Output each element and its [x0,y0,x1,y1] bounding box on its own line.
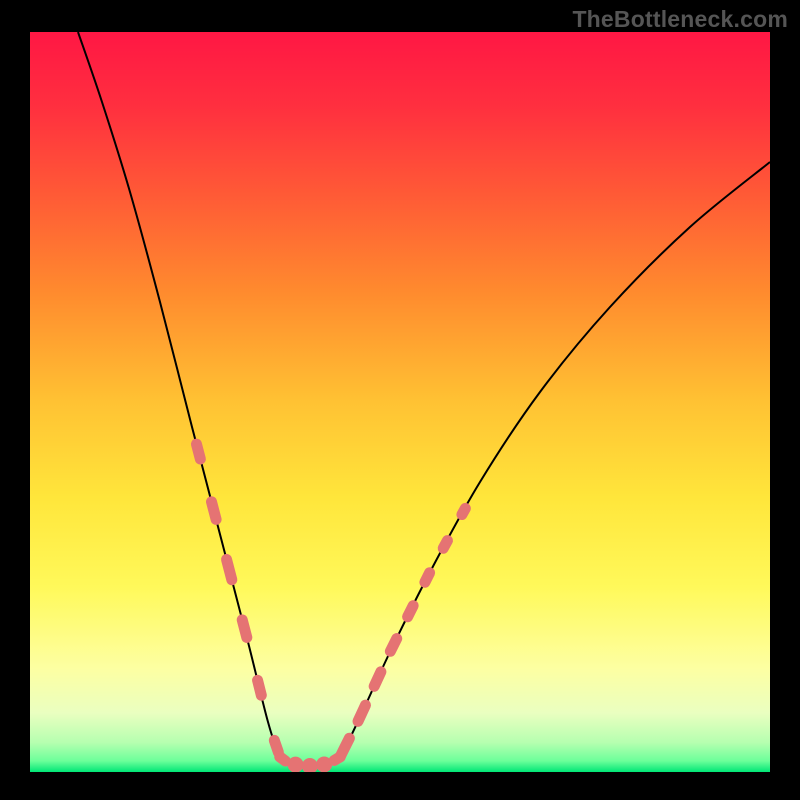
chart-background [30,32,770,772]
chart-svg [30,32,770,772]
watermark-text: TheBottleneck.com [572,6,788,33]
chart-plot-area [30,32,770,772]
chart-container: TheBottleneck.com [0,0,800,800]
data-marker [288,757,304,772]
